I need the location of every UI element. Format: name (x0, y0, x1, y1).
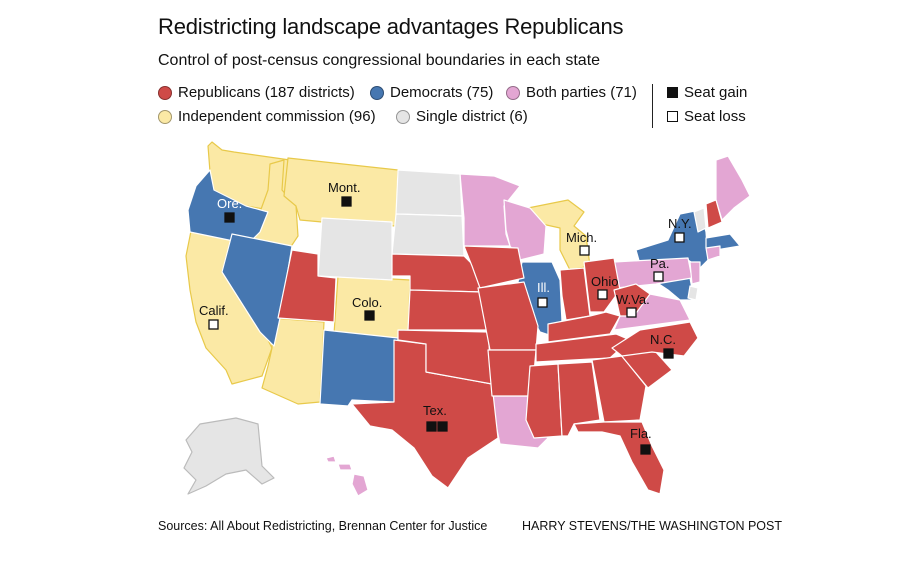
legend-seat-gain: Seat gain (667, 84, 747, 101)
label-west-virginia: W.Va. (616, 292, 650, 307)
state-ohio (583, 257, 621, 313)
chart-subtitle: Control of post-census congressional bou… (158, 52, 601, 69)
state-north-carolina (611, 321, 699, 357)
legend-single-label: Single district (6) (416, 108, 528, 125)
label-ohio: Ohio (591, 274, 618, 289)
seat-gain-marker-florida (640, 444, 651, 455)
sources-note: Sources: All About Redistricting, Brenna… (158, 519, 488, 533)
chart-title: Redistricting landscape advantages Repub… (158, 14, 624, 39)
seat-gain-marker-colorado (364, 310, 375, 321)
state-delaware (687, 285, 699, 301)
state-hawaii (325, 455, 369, 497)
state-new-jersey (689, 261, 701, 285)
seat-gain-marker-texas-1 (426, 421, 437, 432)
seat-gain-marker-texas-2 (437, 421, 448, 432)
legend-democrats-label: Democrats (75) (390, 84, 494, 101)
democrats-swatch (370, 85, 384, 100)
state-vermont (693, 207, 707, 233)
state-wyoming (317, 217, 393, 281)
label-california: Calif. (199, 303, 229, 318)
republicans-swatch (158, 85, 172, 100)
label-new-york: N.Y. (668, 216, 692, 231)
state-missouri (477, 281, 539, 351)
credit-note: HARRY STEVENS/THE WASHINGTON POST (522, 519, 782, 533)
seat-loss-icon (667, 111, 678, 122)
state-wisconsin (503, 199, 547, 261)
label-montana: Mont. (328, 180, 361, 195)
label-michigan: Mich. (566, 230, 597, 245)
legend-democrats: Democrats (75) (370, 84, 493, 101)
seat-loss-marker-new-york (674, 232, 685, 243)
legend-seat-loss: Seat loss (667, 108, 746, 125)
state-florida (573, 421, 665, 495)
label-oregon: Ore. (217, 196, 242, 211)
seat-loss-marker-ohio (597, 289, 608, 300)
state-north-dakota (395, 169, 463, 217)
both-swatch (506, 85, 520, 100)
label-texas: Tex. (423, 403, 447, 418)
state-west-virginia (613, 283, 651, 317)
legend-republicans-label: Republicans (187 districts) (178, 84, 355, 101)
seat-gain-marker-north-carolina (663, 348, 674, 359)
seat-gain-marker-montana (341, 196, 352, 207)
seat-gain-marker-oregon (224, 212, 235, 223)
label-pennsylvania: Pa. (650, 256, 670, 271)
seat-loss-marker-illinois (537, 297, 548, 308)
independent-swatch (158, 109, 172, 124)
state-alaska (183, 417, 275, 495)
state-new-mexico (319, 329, 399, 407)
label-illinois: Ill. (537, 280, 550, 295)
seat-loss-marker-michigan (579, 245, 590, 256)
state-massachusetts (705, 233, 741, 251)
legend-independent-label: Independent commission (96) (178, 108, 376, 125)
seat-loss-marker-pennsylvania (653, 271, 664, 282)
seat-gain-icon (667, 87, 678, 98)
state-kansas (407, 289, 489, 331)
legend-single: Single district (6) (396, 108, 528, 125)
state-iowa (463, 245, 525, 289)
state-minnesota (459, 173, 521, 247)
state-nevada (221, 233, 293, 347)
label-florida: Fla. (630, 426, 652, 441)
legend-both-label: Both parties (71) (526, 84, 637, 101)
legend-divider (652, 84, 653, 128)
state-connecticut (705, 245, 721, 261)
state-new-hampshire (705, 199, 723, 229)
state-maine (715, 155, 751, 221)
legend-seat-loss-label: Seat loss (684, 108, 746, 125)
state-mississippi (525, 363, 563, 439)
state-georgia (591, 355, 647, 423)
legend-both: Both parties (71) (506, 84, 637, 101)
single-swatch (396, 109, 410, 124)
label-colorado: Colo. (352, 295, 382, 310)
legend-independent: Independent commission (96) (158, 108, 376, 125)
legend-republicans: Republicans (187 districts) (158, 84, 355, 101)
state-south-dakota (391, 213, 465, 257)
legend-seat-gain-label: Seat gain (684, 84, 748, 101)
state-utah (277, 249, 337, 323)
seat-loss-marker-california (208, 319, 219, 330)
label-north-carolina: N.C. (650, 332, 676, 347)
seat-loss-marker-west-virginia (626, 307, 637, 318)
